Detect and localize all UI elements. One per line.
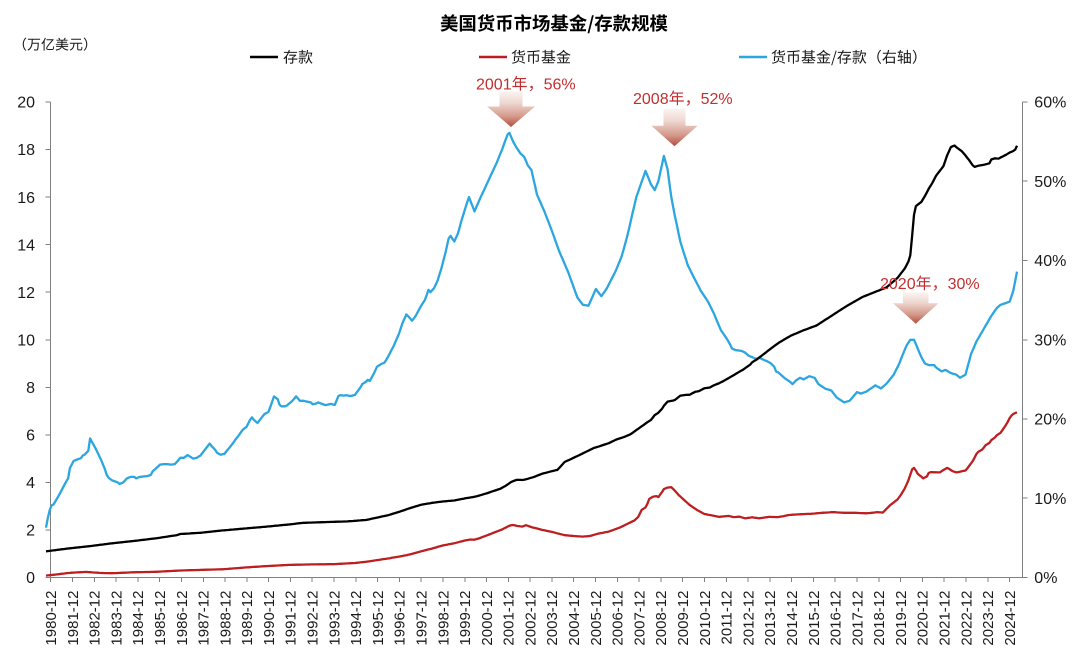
svg-text:18: 18 [17,142,35,159]
svg-text:2001: 2001 [476,77,512,94]
svg-text:1988-12: 1988-12 [217,591,234,646]
svg-text:2006-12: 2006-12 [610,591,627,646]
svg-text:2003-12: 2003-12 [544,591,561,646]
svg-text:6: 6 [26,428,35,445]
svg-text:2017-12: 2017-12 [849,591,866,646]
svg-text:14: 14 [17,237,35,254]
svg-text:10: 10 [17,332,35,349]
svg-text:2012-12: 2012-12 [740,591,757,646]
svg-text:1999-12: 1999-12 [457,591,474,646]
svg-text:2016-12: 2016-12 [828,591,845,646]
svg-text:1982-12: 1982-12 [87,591,104,646]
svg-text:1998-12: 1998-12 [435,591,452,646]
svg-text:52%: 52% [701,91,733,108]
svg-text:20%: 20% [1034,412,1066,429]
svg-text:1993-12: 1993-12 [326,591,343,646]
svg-text:2018-12: 2018-12 [871,591,888,646]
svg-text:2011-12: 2011-12 [719,591,736,645]
svg-text:1989-12: 1989-12 [239,591,256,646]
svg-text:2: 2 [26,523,35,540]
svg-text:1996-12: 1996-12 [392,591,409,646]
svg-text:2013-12: 2013-12 [762,591,779,646]
svg-text:2020-12: 2020-12 [915,591,932,646]
svg-text:2005-12: 2005-12 [588,591,605,646]
svg-text:1983-12: 1983-12 [108,591,125,646]
svg-text:2002-12: 2002-12 [522,591,539,646]
svg-text:2024-12: 2024-12 [1002,591,1019,646]
svg-text:50%: 50% [1034,174,1066,191]
svg-text:1986-12: 1986-12 [174,591,191,646]
svg-text:2004-12: 2004-12 [566,591,583,646]
svg-text:2020: 2020 [880,276,916,293]
svg-text:2014-12: 2014-12 [784,591,801,646]
svg-text:2000-12: 2000-12 [479,591,496,646]
svg-text:2023-12: 2023-12 [980,591,997,646]
svg-text:1997-12: 1997-12 [414,591,431,646]
svg-text:30%: 30% [1034,332,1066,349]
svg-text:0: 0 [26,570,35,587]
svg-text:2021-12: 2021-12 [937,591,954,646]
svg-text:1984-12: 1984-12 [130,591,147,646]
svg-text:2022-12: 2022-12 [958,591,975,646]
svg-text:4: 4 [26,475,35,492]
svg-text:2007-12: 2007-12 [631,591,648,646]
svg-text:1980-12: 1980-12 [43,591,60,646]
svg-text:2009-12: 2009-12 [675,591,692,646]
svg-text:1991-12: 1991-12 [283,591,300,646]
svg-text:12: 12 [17,285,35,302]
svg-text:30%: 30% [948,276,980,293]
svg-text:16: 16 [17,190,35,207]
svg-text:2019-12: 2019-12 [893,591,910,646]
svg-text:56%: 56% [544,77,576,94]
svg-text:1985-12: 1985-12 [152,591,169,646]
svg-text:0%: 0% [1034,570,1057,587]
svg-text:20: 20 [17,95,35,112]
svg-text:8: 8 [26,380,35,397]
svg-text:2001-12: 2001-12 [501,591,518,646]
svg-text:40%: 40% [1034,253,1066,270]
svg-text:2010-12: 2010-12 [697,591,714,646]
svg-text:1987-12: 1987-12 [196,591,213,646]
svg-text:1992-12: 1992-12 [305,591,322,646]
svg-text:1981-12: 1981-12 [65,591,82,646]
svg-text:1994-12: 1994-12 [348,591,365,646]
svg-text:60%: 60% [1034,95,1066,112]
svg-text:10%: 10% [1034,491,1066,508]
svg-text:1995-12: 1995-12 [370,591,387,646]
svg-text:2015-12: 2015-12 [806,591,823,646]
svg-text:1990-12: 1990-12 [261,591,278,646]
svg-text:2008: 2008 [633,91,669,108]
svg-text:2008-12: 2008-12 [653,591,670,646]
